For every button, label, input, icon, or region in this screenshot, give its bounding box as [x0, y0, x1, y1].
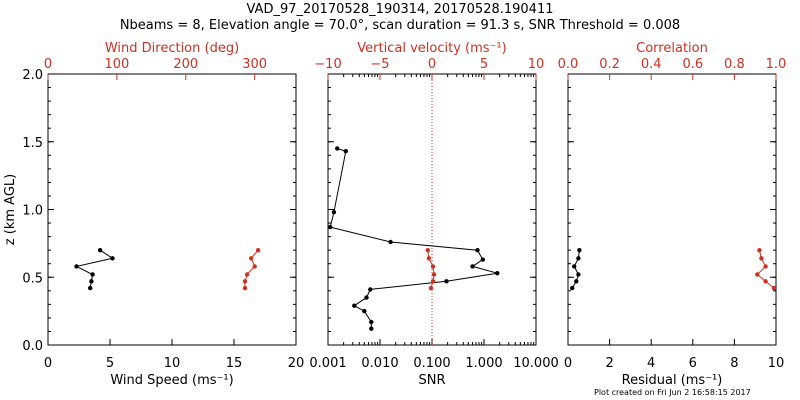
panel1-top-tick-label: 300 — [242, 57, 267, 72]
panel1-series-top-point — [255, 248, 261, 253]
panel3-bottom-tick-label: 2 — [605, 356, 613, 371]
panel1-bottom-tick-label: 20 — [288, 356, 305, 371]
panel2-series-bottom-point — [475, 248, 480, 253]
panel3-series-top-point — [759, 256, 764, 261]
panel2-series-bottom-point — [364, 295, 369, 300]
panel3-bottom-tick-label: 8 — [730, 356, 738, 371]
panel2-series-top-point — [430, 264, 436, 269]
panel1-series-bottom-point — [74, 264, 79, 269]
panel2-series-top-point — [430, 279, 436, 284]
panel2-series-bottom-point — [495, 271, 500, 276]
ytick-label: 1.5 — [22, 136, 43, 151]
panel2-series-bottom-point — [362, 308, 367, 314]
panel3-top-tick-label: 0.8 — [724, 57, 745, 72]
panel1-series-bottom-point — [89, 279, 94, 284]
panel1-top-tick-label: 200 — [173, 57, 198, 72]
panel2-series-top-point — [425, 248, 430, 253]
panel1-top-tick-label: 100 — [104, 57, 129, 72]
panel1-series-bottom-point — [97, 248, 103, 253]
panel3-series-top-point — [763, 264, 768, 269]
panel2-series-bottom-point — [335, 146, 340, 151]
panel1-bottom-tick-label: 0 — [44, 356, 52, 371]
panel3-top-tick-label: 0.4 — [641, 57, 662, 72]
panel3-series-bottom-point — [576, 272, 581, 277]
chart-title-line1: VAD_97_20170528_190314, 20170528.190411 — [246, 2, 554, 17]
panel2-xlabel: SNR — [418, 373, 445, 388]
panel1-series-top-point — [242, 279, 248, 284]
panel3-bottom-tick-label: 10 — [768, 356, 785, 371]
panel3-series-top-point — [755, 272, 760, 277]
panel2-series-top-point — [428, 285, 434, 291]
panel2-series-bottom-point — [470, 264, 475, 269]
panel3-frame — [567, 73, 777, 346]
panel2-series-bottom-point — [343, 149, 348, 154]
panel2-series-bottom-point — [388, 239, 393, 245]
panel3-series-bottom-point — [576, 256, 581, 261]
panel2-top-tick-label: 10 — [528, 57, 545, 72]
panel3-xlabel: Residual (ms⁻¹) — [622, 373, 723, 388]
ytick-label: 0.0 — [22, 339, 43, 354]
panel2-bottom-tick-label: 0.100 — [413, 356, 450, 371]
panel1-series-bottom-point — [90, 272, 95, 277]
panel3-series-bottom-point — [570, 285, 575, 291]
panel2-bottom-tick-label: 1.000 — [465, 356, 502, 371]
panel2-series-bottom-point — [369, 326, 374, 331]
panel2-top-tick-label: −5 — [370, 57, 389, 72]
panel2-series-bottom-point — [328, 224, 333, 230]
panel2-series-top-point — [426, 256, 432, 261]
panel3-bottom-tick-label: 0 — [564, 356, 572, 371]
ytick-label: 0.5 — [22, 271, 43, 286]
panel1-series-top-point — [244, 272, 250, 277]
panel3-series-bottom-point — [577, 248, 582, 253]
panel2-bottom-tick-label: 0.001 — [309, 356, 346, 371]
ylabel: z (km AGL) — [3, 174, 18, 245]
panel1-series-bottom-point — [88, 285, 93, 291]
panel3-top-tick-label: 0.6 — [682, 57, 703, 72]
panel1-series-top-point — [242, 285, 248, 291]
panel3-top-tick-label: 0.0 — [558, 57, 579, 72]
plot-timestamp: Plot created on Fri Jun 2 16:58:15 2017 — [594, 388, 751, 397]
panel3-bottom-tick-label: 4 — [647, 356, 655, 371]
panel2-series-bottom-point — [444, 279, 449, 284]
panel1-series-bottom-point — [110, 256, 115, 261]
panel3-series-bottom-point — [574, 279, 579, 284]
panel1-series-top-point — [252, 264, 257, 269]
panel2-bottom-tick-label: 10.000 — [513, 356, 559, 371]
chart-title-line2: Nbeams = 8, Elevation angle = 70.0°, sca… — [119, 18, 681, 33]
panel2-top-tick-label: 5 — [480, 57, 488, 72]
panel2-top-tick-label: −10 — [314, 57, 341, 72]
panel2-series-bottom-line — [329, 148, 498, 329]
panel3-top-tick-label: 0.2 — [599, 57, 620, 72]
panel3-series-bottom-point — [572, 264, 577, 269]
panel2-series-bottom-point — [368, 287, 373, 292]
panel2-series-bottom-point — [369, 319, 374, 325]
panel3-bottom-tick-label: 6 — [689, 356, 697, 371]
panel1-bottom-tick-label: 5 — [106, 356, 114, 371]
panel1-series-top-line — [244, 249, 259, 289]
panel2-bottom-tick-label: 0.010 — [361, 356, 398, 371]
panel1-top-xlabel: Wind Direction (deg) — [105, 41, 239, 56]
panel1-frame — [47, 73, 297, 346]
panel2-series-bottom-point — [352, 303, 357, 308]
panel3-top-tick-label: 1.0 — [766, 57, 787, 72]
panel1-xlabel: Wind Speed (ms⁻¹) — [110, 373, 233, 388]
panel3-top-xlabel: Correlation — [636, 41, 708, 56]
panel1-top-tick-label: 0 — [44, 57, 52, 72]
panel3-series-top-point — [763, 279, 768, 284]
panel1-series-top-point — [249, 256, 254, 261]
panel1-series-bottom-line — [75, 249, 114, 289]
panel2-series-bottom-point — [331, 210, 337, 215]
panel3-series-top-point — [757, 248, 762, 253]
panel2-series-bottom-point — [480, 257, 485, 262]
ytick-label: 1.0 — [22, 204, 43, 219]
panel1-bottom-tick-label: 15 — [226, 356, 243, 371]
panel2-top-xlabel: Vertical velocity (ms⁻¹) — [357, 41, 506, 56]
ytick-label: 2.0 — [22, 68, 43, 83]
panel2-top-tick-label: 0 — [428, 57, 436, 72]
panel1-bottom-tick-label: 10 — [164, 356, 181, 371]
panel2-series-top-point — [431, 272, 437, 277]
panel3-series-top-point — [771, 285, 777, 291]
